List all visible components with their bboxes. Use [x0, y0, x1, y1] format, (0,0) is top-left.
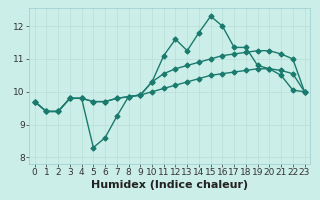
X-axis label: Humidex (Indice chaleur): Humidex (Indice chaleur)	[91, 180, 248, 190]
